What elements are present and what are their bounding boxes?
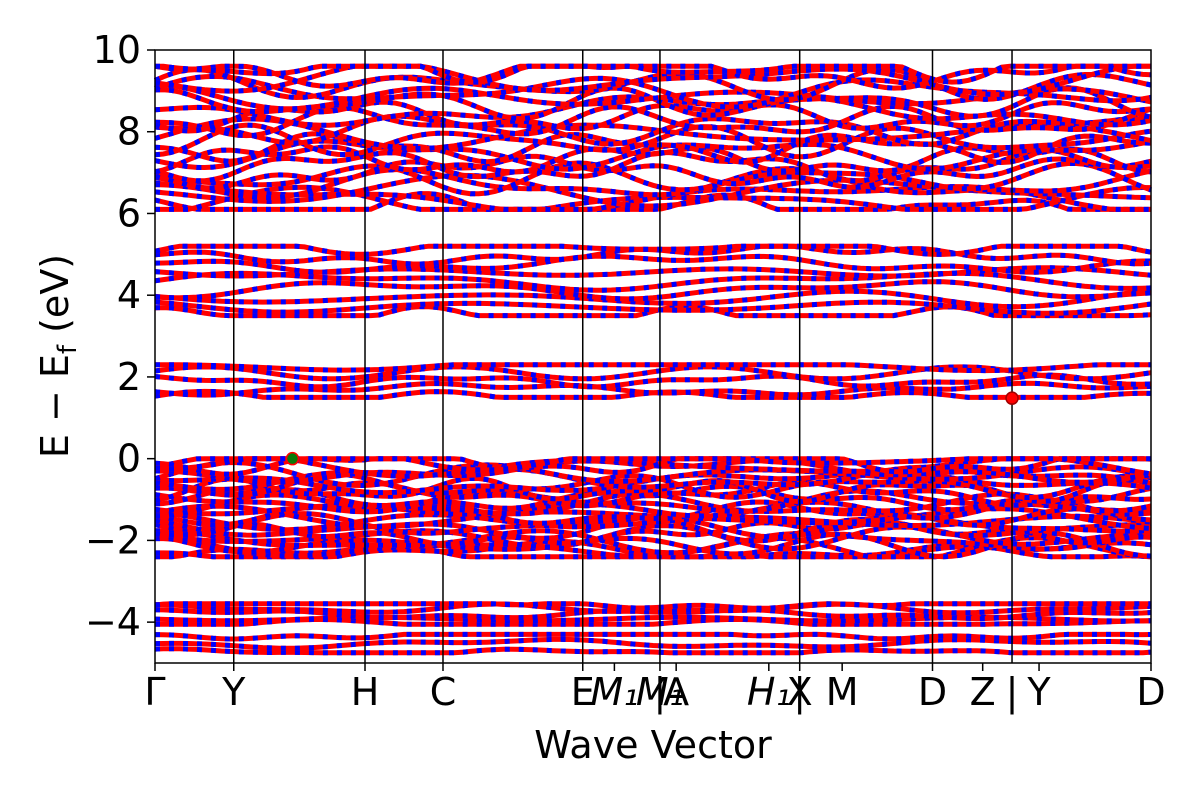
kpoint-label: Y [1026,670,1051,714]
band-line-overlay [154,153,1152,191]
y-tick-label: −2 [85,518,141,562]
kpoint-label: C [430,670,457,714]
kpoint-label: Γ [144,670,165,714]
band-line [154,519,1152,547]
kpoint-label: M [826,670,859,714]
band-line-overlay [154,63,1151,97]
band-line-overlay [155,63,1152,85]
band-line-overlay [155,362,1151,374]
kpoint-label: D [918,670,947,714]
band-line [154,631,1152,642]
band-line-overlay [154,515,1151,544]
kpoint-label: Y [221,670,246,714]
y-tick-label: 6 [117,191,141,235]
kpoint-label: E [571,670,595,714]
band-line-overlay [154,636,1152,651]
kpoint-label: M₁ [590,670,638,714]
y-tick-label: 4 [117,273,141,317]
y-axis-label-unit: (eV) [33,254,77,345]
band-line-overlay [154,475,1152,505]
band-line-overlay [154,131,1152,166]
band-line-overlay [154,66,1152,103]
band-line [154,528,1152,556]
band-lines [154,63,1152,656]
band-line-overlay [154,511,1152,540]
band-line [154,160,1152,197]
band-line-overlay [154,631,1152,642]
band-edge-markers [285,391,1019,466]
band-line-overlay [154,191,1151,212]
band-line [154,364,1152,382]
band-line [154,279,1152,302]
band-line-overlay [154,81,1152,112]
band-line [154,243,1152,257]
band-line-overlay [154,99,1152,134]
band-line-overlay [154,116,1152,151]
y-tick-label: 2 [117,355,141,399]
band-line [154,270,1152,293]
band-line [154,636,1152,651]
y-tick-label: 10 [93,28,141,72]
band-line [154,479,1152,509]
high-symmetry-lines [233,50,1013,663]
band-line [154,380,1152,398]
y-axis-label-sub: f [53,344,83,354]
plot-frame [154,49,1152,664]
band-line [154,253,1151,275]
kpoint-label: | [654,670,667,715]
kpoint-label: A [663,670,689,714]
band-line-overlay [154,523,1152,552]
band-line [154,299,1152,316]
y-tick-label: 0 [117,437,141,481]
band-line-overlay [154,491,1152,519]
vbm-marker [285,451,300,466]
kpoint-label: X [787,670,813,714]
band-line-overlay [154,646,1152,656]
band-line [154,456,1151,473]
y-axis-label: E − Ef (eV) [33,254,83,458]
band-line-overlay [154,144,1152,175]
kpoint-label: M₁ [636,670,684,714]
y-axis-label-main: E − E [33,354,77,458]
kpoint-label: H [351,670,380,714]
y-tick-label: 8 [117,110,141,154]
band-line [154,509,1152,533]
band-line-overlay [154,147,1152,184]
kpoint-label: Z [970,670,996,714]
band-line-overlay [155,616,1152,627]
band-line-overlay [154,113,1152,147]
kpoint-label: D [1136,670,1165,714]
y-tick-label: −4 [85,600,141,644]
x-axis-label: Wave Vector [534,723,772,767]
band-line [154,287,1152,310]
kpoint-label: H₁ [747,670,791,714]
band-line [154,601,1152,616]
y-axis-ticks: −4 −2 0 2 4 6 8 10 [85,28,155,644]
kpoint-label: | [1006,670,1019,715]
cbm-marker [1005,391,1019,405]
kpoint-label: | [793,670,806,715]
band-line [154,122,1152,160]
band-line-overlay [154,63,1151,91]
band-line-overlay [154,601,1151,611]
band-line [154,372,1152,390]
